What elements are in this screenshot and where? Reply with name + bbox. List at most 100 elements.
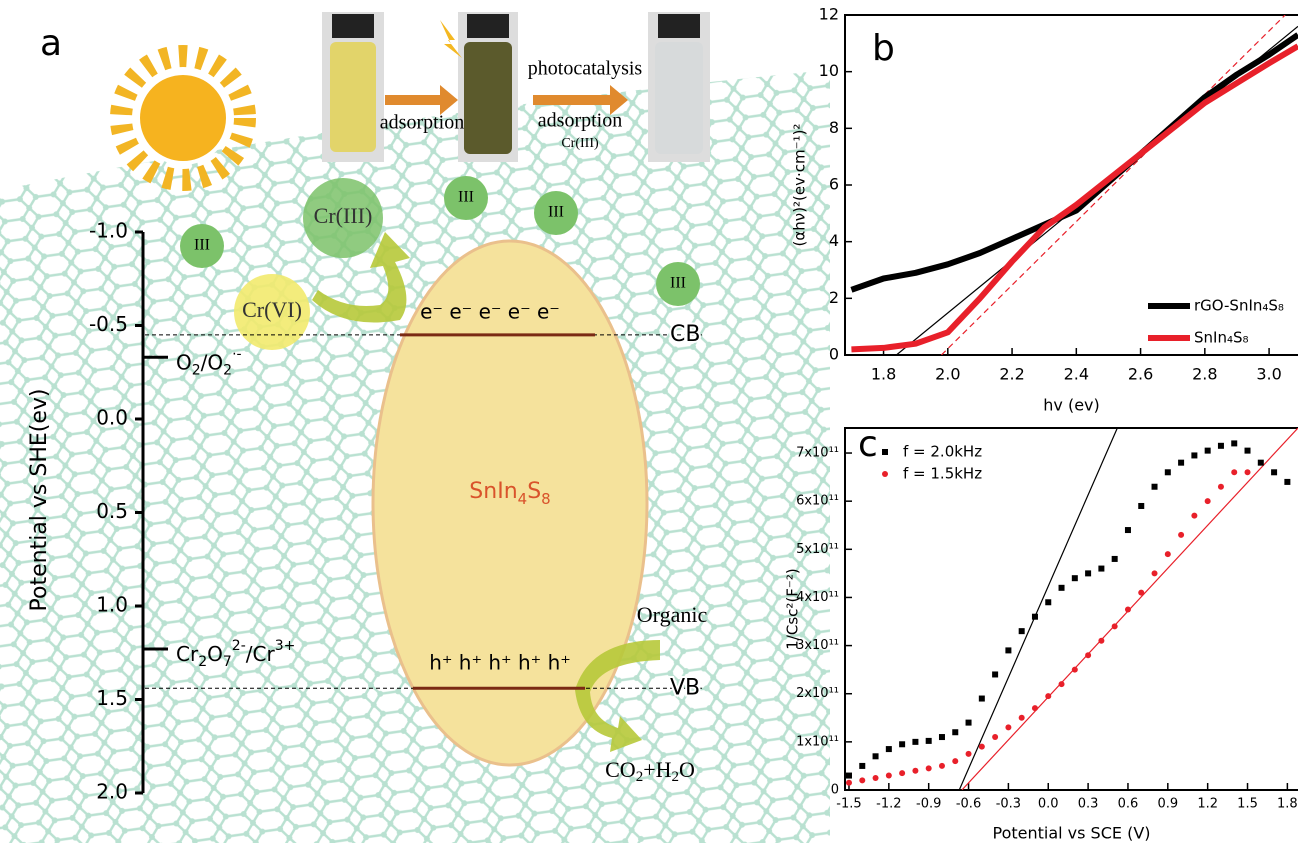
point: [1085, 652, 1091, 658]
y-tick-label: 7x10¹¹: [796, 446, 839, 461]
point: [1258, 460, 1264, 466]
point: [1218, 484, 1224, 490]
species-label: III: [458, 189, 474, 206]
point: [979, 744, 985, 750]
point: [966, 751, 972, 757]
panel-label: a: [40, 23, 62, 64]
couple-part: ·-: [232, 346, 242, 362]
couple-part: O: [176, 350, 192, 374]
point: [1138, 590, 1144, 596]
couple-part: 2-: [232, 638, 246, 654]
point: [1059, 681, 1065, 687]
y-axis-label: (αhν)²(ev·cm⁻¹)²: [791, 124, 809, 247]
legend-label: rGO-SnIn₄S₈: [1194, 297, 1284, 315]
point: [1098, 566, 1104, 572]
x-tick-label: 0.3: [1078, 797, 1099, 812]
y-tick-label: 12: [819, 5, 839, 24]
electrons: e⁻ e⁻ e⁻ e⁻ e⁻: [420, 300, 560, 324]
point: [846, 780, 852, 786]
y-tick-label: 6: [829, 175, 839, 194]
legend-label: f = 1.5kHz: [903, 465, 982, 483]
y-tick-label: 4: [829, 231, 839, 250]
x-tick-label: 2.8: [1192, 365, 1217, 384]
y-tick-label: 0: [831, 783, 839, 798]
point: [1085, 570, 1091, 576]
point: [1112, 623, 1118, 629]
point: [939, 734, 945, 740]
x-tick-label: 2.0: [935, 365, 960, 384]
y-tick-label: 3x10¹¹: [796, 638, 839, 653]
series-line: [851, 35, 1298, 290]
process-label: adsorption: [538, 110, 622, 132]
point: [859, 763, 865, 769]
point: [873, 775, 879, 781]
y-tick-label: 2x10¹¹: [796, 686, 839, 701]
point: [899, 770, 905, 776]
x-tick-label: 1.8: [871, 365, 896, 384]
x-tick-label: -0.6: [956, 797, 981, 812]
x-tick-label: 2.2: [999, 365, 1024, 384]
y-tick-label: 8: [829, 118, 839, 137]
point: [1112, 556, 1118, 562]
point: [1205, 448, 1211, 454]
x-tick-label: 0.6: [1118, 797, 1139, 812]
point: [952, 758, 958, 764]
couple-part: 7: [223, 654, 232, 670]
point: [1072, 667, 1078, 673]
level-label: VB: [670, 675, 700, 700]
point: [1019, 715, 1025, 721]
y-tick-label: 1.0: [96, 593, 128, 617]
legend-label: SnIn₄S₈: [1194, 329, 1249, 347]
point: [1165, 551, 1171, 557]
point: [1231, 469, 1237, 475]
legend-swatch: [882, 449, 888, 455]
point: [1072, 575, 1078, 581]
x-axis-label: Potential vs SCE (V): [992, 824, 1150, 843]
products-label: CO2+H2O: [605, 757, 695, 785]
panel-label: c: [858, 424, 878, 465]
point: [1271, 469, 1277, 475]
couple-part: 2: [198, 654, 207, 670]
point: [926, 765, 932, 771]
point: [966, 720, 972, 726]
point: [1059, 585, 1065, 591]
axis-label: Potential vs SHE(ev): [27, 389, 52, 612]
x-tick-label: 2.6: [1128, 365, 1153, 384]
y-tick-label: 0: [829, 345, 839, 364]
panel-a: a adsorption photocatalysis adsorption C…: [0, 12, 830, 843]
couple-part: /O: [201, 350, 223, 374]
point: [873, 753, 879, 759]
point: [1245, 448, 1251, 454]
point: [912, 768, 918, 774]
couple-part: 3+: [275, 638, 296, 654]
x-tick-label: 2.4: [1064, 365, 1089, 384]
point: [1152, 570, 1158, 576]
couple-part: /Cr: [246, 642, 276, 666]
point: [899, 741, 905, 747]
point: [939, 763, 945, 769]
point: [1191, 452, 1197, 458]
x-tick-label: -0.3: [996, 797, 1021, 812]
point: [1218, 443, 1224, 449]
point: [979, 696, 985, 702]
vials: [322, 12, 710, 162]
point: [1138, 503, 1144, 509]
y-tick-label: 1x10¹¹: [796, 734, 839, 749]
y-tick-label: 10: [819, 61, 839, 80]
point: [886, 746, 892, 752]
point: [1178, 532, 1184, 538]
process-label: photocatalysis: [528, 58, 643, 80]
point: [1098, 638, 1104, 644]
legend-swatch: [882, 471, 888, 477]
y-tick-label: -0.5: [89, 312, 128, 336]
x-tick-label: 1.5: [1237, 797, 1258, 812]
y-tick-label: -1.0: [89, 219, 128, 243]
point: [1005, 647, 1011, 653]
point: [952, 729, 958, 735]
species-label: III: [548, 204, 564, 221]
panel-label: b: [872, 28, 895, 69]
point: [926, 738, 932, 744]
couple-part: 2: [192, 362, 201, 378]
couple-label: O2/O2·-: [176, 346, 242, 378]
